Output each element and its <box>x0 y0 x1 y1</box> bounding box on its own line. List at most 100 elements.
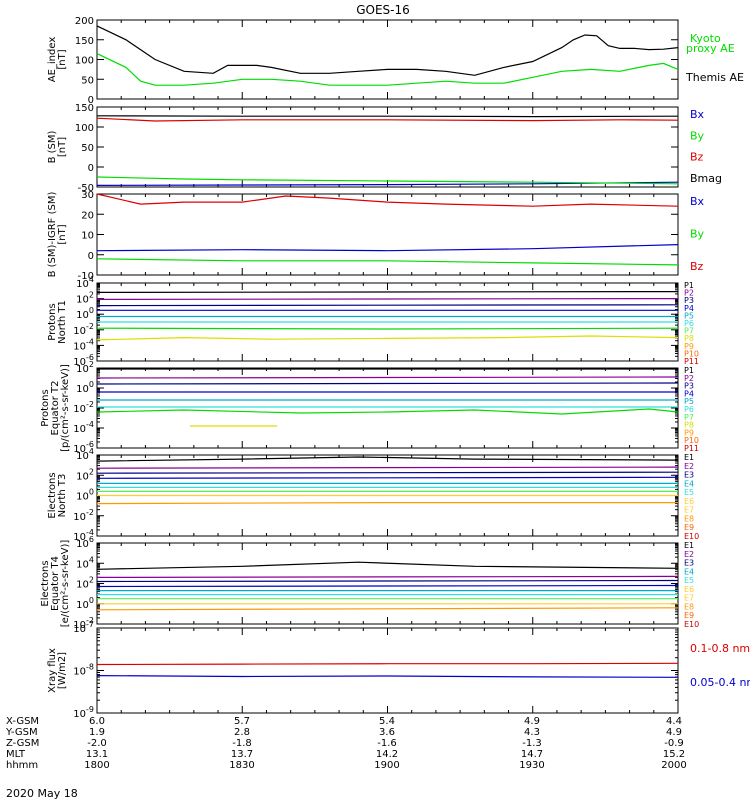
footer-value: 14.7 <box>521 749 543 760</box>
footer-date: 2020 May 18 <box>6 787 78 800</box>
footer-row-label: MLT <box>6 749 26 760</box>
footer-row-label: hhmm <box>6 760 38 771</box>
footer-value: 1800 <box>84 760 109 771</box>
y-axis-label: B (SM) <box>47 130 58 163</box>
series-line-p8 <box>96 335 679 341</box>
series-line-by <box>96 176 679 185</box>
y-axis-label: [nT] <box>57 224 68 244</box>
footer-value: 1930 <box>519 760 544 771</box>
legend-entry: P8 <box>684 334 694 343</box>
series-line-p2 <box>96 376 679 379</box>
series-line-p7 <box>96 408 679 415</box>
legend-entry: P4 <box>684 389 694 398</box>
legend-entry: 0.05-0.4 nm <box>690 676 750 689</box>
series-line-e1 <box>96 456 679 462</box>
legend-entry: E2 <box>684 462 694 471</box>
panel-frame <box>96 106 679 188</box>
legend-entry: E5 <box>684 576 694 585</box>
footer-value: -1.6 <box>377 738 397 749</box>
y-tick-label: 10 <box>81 231 94 242</box>
y-tick-label: 102 <box>76 467 94 482</box>
panel-frame <box>96 19 679 100</box>
y-axis-label: [p/(cm²-s-sr-keV)] <box>60 364 71 452</box>
y-axis-label: Protons <box>40 389 51 426</box>
footer-value: 1.9 <box>89 727 105 738</box>
y-tick-label: -10 <box>78 271 94 282</box>
legend-entry: E3 <box>684 471 694 480</box>
y-tick-label: 100 <box>76 488 94 503</box>
y-axis-label: [W/m2] <box>57 652 68 689</box>
legend-entry: E10 <box>684 532 699 541</box>
legend-entry: E8 <box>684 602 694 611</box>
legend-entry: P3 <box>684 382 694 391</box>
footer-value: 1900 <box>374 760 399 771</box>
footer-row-label: Y-GSM <box>5 727 38 738</box>
y-axis-label: AE_index <box>47 37 58 83</box>
footer-value: -0.9 <box>664 738 684 749</box>
series-line-p1 <box>96 291 679 293</box>
series-line-0-1-0-8-nm <box>96 662 679 666</box>
footer-value: 1830 <box>229 760 254 771</box>
footer-row-label: Z-GSM <box>6 738 39 749</box>
y-axis-label: [nT] <box>57 137 68 157</box>
legend-entry: E3 <box>684 559 694 568</box>
legend-entry: proxy AE <box>686 42 735 55</box>
series-line-e3 <box>96 579 679 583</box>
y-tick-label: 150 <box>75 103 94 114</box>
footer-value: 14.2 <box>376 749 398 760</box>
y-tick-label: 10-4 <box>73 420 94 435</box>
y-tick-label: 50 <box>81 75 94 86</box>
legend-entry: E10 <box>684 620 699 629</box>
series-line-e4 <box>96 476 679 479</box>
series-line-bz <box>96 193 679 207</box>
legend-entry: P8 <box>684 421 694 430</box>
legend-entry: By <box>690 228 705 241</box>
legend-entry: E4 <box>684 567 694 576</box>
legend-entry: P7 <box>684 327 694 336</box>
y-axis-label: North T1 <box>57 300 68 344</box>
series-line-p3 <box>96 304 679 307</box>
series-line-p2 <box>96 298 679 300</box>
legend-entry: P5 <box>684 397 694 406</box>
legend-entry: Themis AE <box>685 71 744 84</box>
legend-entry: E2 <box>684 550 694 559</box>
panel-frame <box>96 542 679 625</box>
y-axis-label: [nT] <box>57 49 68 69</box>
legend-entry: E7 <box>684 506 694 515</box>
y-axis-label: [e/(cm²-s-sr-keV)] <box>60 540 71 628</box>
legend-entry: P1 <box>684 281 694 290</box>
series-line-e3 <box>96 471 679 474</box>
y-tick-label: 10-2 <box>73 508 94 523</box>
y-tick-label: 150 <box>75 36 94 47</box>
y-tick-label: 100 <box>76 306 94 321</box>
footer-value: -2.0 <box>87 738 107 749</box>
series-line-0-05-0-4-nm <box>96 674 679 678</box>
y-axis-label: Equator T4 <box>50 556 61 611</box>
footer-value: -1.3 <box>522 738 542 749</box>
panel-frame <box>96 367 679 449</box>
y-tick-label: 10-2 <box>73 322 94 337</box>
series-line-e9 <box>96 607 679 611</box>
legend-entry: E6 <box>684 585 694 594</box>
legend-entry: P6 <box>684 405 694 414</box>
y-tick-label: 100 <box>75 123 94 134</box>
series-line-e1 <box>96 561 679 570</box>
legend-entry: E5 <box>684 488 694 497</box>
legend-entry: 0.1-0.8 nm <box>690 642 750 655</box>
legend-entry: Bz <box>690 151 704 164</box>
y-tick-label: -50 <box>78 183 94 194</box>
series-line-bmag <box>96 115 679 118</box>
legend-entry: Bx <box>690 108 705 121</box>
footer-value: 15.2 <box>663 749 685 760</box>
legend-entry: P11 <box>684 444 699 453</box>
y-axis-label: B (SM)-IGRF (SM) <box>47 192 58 278</box>
series-line-bx <box>96 244 679 252</box>
series-line-e4 <box>96 584 679 588</box>
footer-value: 13.7 <box>231 749 253 760</box>
